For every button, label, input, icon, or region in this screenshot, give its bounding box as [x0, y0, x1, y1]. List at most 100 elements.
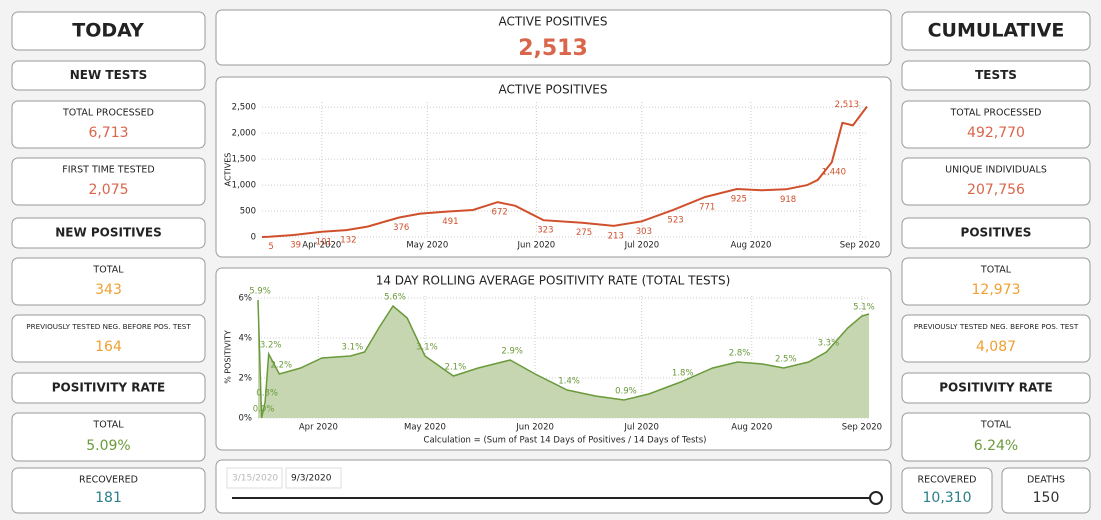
data-label: 5.6% [384, 293, 406, 303]
card-label: DEATHS [1027, 475, 1065, 486]
card-value: 4,087 [976, 339, 1016, 355]
y-tick-label: 1,000 [232, 181, 256, 191]
card-label: TOTAL [92, 420, 124, 431]
card [901, 257, 1091, 306]
data-label: 2.5% [775, 355, 797, 365]
data-label: 771 [699, 202, 715, 212]
x-tick-label: May 2020 [406, 241, 448, 251]
card [1001, 467, 1091, 514]
cumulative-title: CUMULATIVE [928, 20, 1065, 42]
active-label: ACTIVE POSITIVES [499, 15, 608, 29]
card-value: 12,973 [972, 282, 1021, 298]
active-box [215, 9, 892, 66]
today-header [11, 11, 206, 51]
card-value: 10,310 [923, 490, 972, 506]
card-value: 343 [95, 282, 122, 298]
card-label: TOTAL [980, 420, 1012, 431]
x-tick-label: May 2020 [404, 423, 446, 433]
card-value: 5.09% [86, 438, 130, 454]
x-tick-label: Apr 2020 [299, 423, 338, 433]
y-tick-label: 2% [239, 374, 253, 384]
slider-box [215, 459, 892, 514]
card-heading: POSITIVITY RATE [52, 381, 166, 395]
slider-handle[interactable] [869, 491, 883, 505]
y-tick-label: 2,500 [232, 103, 256, 113]
card-value: 2,075 [88, 182, 128, 198]
card [11, 157, 206, 206]
x-tick-label: Aug 2020 [731, 423, 772, 433]
y-tick-label: 500 [240, 207, 256, 217]
card [11, 217, 206, 249]
card-value: 207,756 [967, 182, 1025, 198]
data-label: 39 [290, 240, 301, 250]
card-heading: POSITIVES [961, 226, 1032, 240]
data-label: 925 [731, 194, 747, 204]
card-label: UNIQUE INDIVIDUALS [945, 165, 1047, 176]
x-tick-label: Jun 2020 [515, 423, 554, 433]
line [257, 299, 870, 419]
card-label: TOTAL PROCESSED [62, 108, 154, 119]
line [261, 105, 868, 238]
y-tick-label: 6% [239, 294, 253, 304]
data-label: 1.8% [672, 369, 694, 379]
y-tick-label: 0% [239, 414, 253, 424]
data-label: 0.9% [615, 387, 637, 397]
card-value: 181 [95, 490, 122, 506]
data-label: 132 [340, 236, 356, 246]
card [11, 372, 206, 404]
x-tick-label: Sep 2020 [842, 423, 882, 433]
x-tick-label: Jul 2020 [624, 241, 660, 251]
card-label: FIRST TIME TESTED [62, 165, 155, 176]
card [901, 100, 1091, 149]
card [901, 372, 1091, 404]
card-value: 6.24% [974, 438, 1018, 454]
date-input[interactable] [285, 467, 342, 489]
data-label: 0.0% [253, 405, 275, 415]
card-value: 492,770 [967, 125, 1025, 141]
y-tick-label: 0 [251, 233, 256, 243]
data-label: 213 [608, 231, 624, 241]
x-tick-label: Aug 2020 [730, 241, 771, 251]
card [901, 412, 1091, 462]
x-tick-label: Apr 2020 [302, 241, 341, 251]
card [11, 412, 206, 462]
data-label: 2.8% [729, 349, 751, 359]
x-tick-label: Jul 2020 [623, 423, 659, 433]
y-tick-label: 1,500 [232, 155, 256, 165]
footnote: Calculation = (Sum of Past 14 Days of Po… [424, 436, 707, 446]
data-label: 303 [636, 227, 652, 237]
data-label: 672 [492, 208, 508, 218]
card-value: 164 [95, 339, 122, 355]
card-heading: POSITIVITY RATE [939, 381, 1053, 395]
card [11, 467, 206, 514]
card-heading: NEW TESTS [70, 68, 148, 82]
data-label: 491 [442, 217, 458, 227]
data-label: 2.2% [271, 361, 293, 371]
slider-end: 9/3/2020 [291, 474, 332, 484]
data-label: 3.2% [260, 341, 282, 351]
today-title: TODAY [72, 20, 144, 42]
card-label: RECOVERED [918, 475, 977, 486]
card [11, 100, 206, 149]
card-label: PREVIOUSLY TESTED NEG. BEFORE POS. TEST [26, 322, 191, 331]
data-label: 275 [576, 228, 592, 238]
card-label: TOTAL [92, 265, 124, 276]
card [11, 257, 206, 306]
data-label: 1,440 [822, 168, 846, 178]
area [258, 300, 869, 418]
y-axis-label: ACTIVES [224, 153, 233, 187]
card-heading: NEW POSITIVES [55, 226, 162, 240]
chart-box [215, 76, 892, 258]
card-label: TOTAL PROCESSED [950, 108, 1042, 119]
card [11, 314, 206, 363]
card [901, 467, 993, 514]
y-tick-label: 2,000 [232, 129, 256, 139]
card [901, 314, 1091, 363]
date-input[interactable] [226, 467, 283, 489]
data-label: 101 [316, 237, 332, 247]
data-label: 918 [780, 195, 796, 205]
card-value: 150 [1033, 490, 1060, 506]
y-axis-label: % POSITIVITY [224, 330, 233, 384]
slider-start: 3/15/2020 [232, 474, 278, 484]
